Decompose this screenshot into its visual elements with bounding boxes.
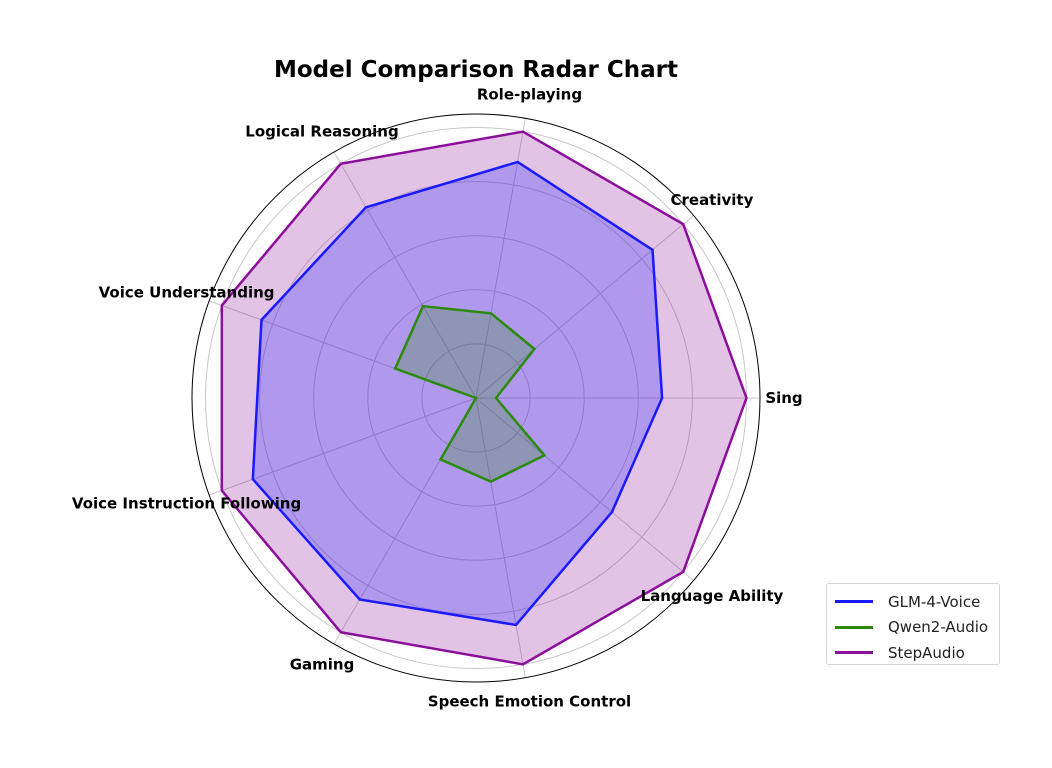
legend-label: GLM-4-Voice <box>888 592 981 611</box>
grid-spoke <box>475 215 694 399</box>
legend-swatch <box>835 651 873 655</box>
axis-label: Role-playing <box>477 86 582 104</box>
chart-title: Model Comparison Radar Chart <box>274 57 678 83</box>
legend-item-glm: GLM-4-Voice <box>835 589 999 615</box>
legend: GLM-4-Voice Qwen2-Audio StepAudio <box>826 583 1000 665</box>
legend-label: StepAudio <box>888 643 965 662</box>
axis-label: Logical Reasoning <box>245 122 398 140</box>
outer-circle <box>191 113 761 683</box>
grid-spoke <box>333 151 477 399</box>
series-line-qwen2-audio <box>393 304 547 484</box>
axis-label: Voice Instruction Following <box>72 494 301 512</box>
series-fill-glm-4-voice <box>252 161 663 625</box>
grid-spoke <box>475 118 526 399</box>
legend-swatch <box>835 600 873 604</box>
series-line-stepaudio <box>220 130 748 666</box>
series-line-glm-4-voice <box>251 160 664 627</box>
axis-label: Sing <box>765 389 802 407</box>
series-fill-stepaudio <box>221 131 747 665</box>
grid-spoke <box>475 397 694 581</box>
legend-swatch <box>835 625 873 629</box>
axis-label: Language Ability <box>641 587 784 605</box>
axis-label: Voice Understanding <box>99 284 275 302</box>
axis-label: Creativity <box>670 191 753 209</box>
axis-label: Speech Emotion Control <box>428 692 631 710</box>
legend-label: Qwen2-Audio <box>888 618 989 637</box>
grid-spoke <box>475 397 526 678</box>
series-fill-qwen2-audio <box>395 306 545 482</box>
legend-item-stepaudio: StepAudio <box>835 640 999 666</box>
legend-item-qwen: Qwen2-Audio <box>835 615 999 641</box>
axis-label: Gaming <box>290 656 355 674</box>
